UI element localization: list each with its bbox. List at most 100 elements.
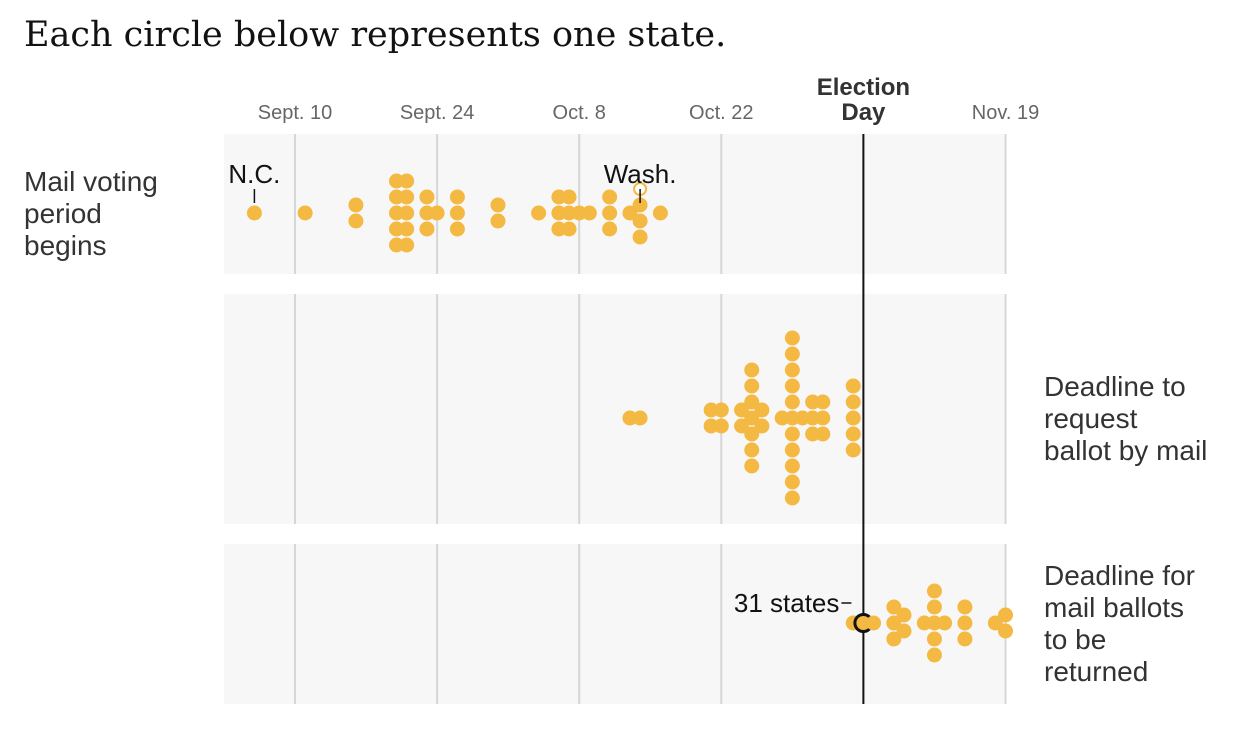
annotation-label: Wash. xyxy=(604,159,677,189)
state-dot xyxy=(348,213,364,229)
state-dot xyxy=(561,221,577,237)
state-dot xyxy=(957,631,973,647)
state-dot xyxy=(744,442,760,458)
row-label-line: mail ballots xyxy=(1044,592,1184,623)
state-dot xyxy=(490,197,506,213)
state-dot xyxy=(754,418,770,434)
state-dot xyxy=(896,623,912,639)
state-dot xyxy=(886,615,902,631)
state-dot xyxy=(348,197,364,213)
annotation-label: 31 states xyxy=(734,588,840,618)
row-label-line: period xyxy=(24,198,102,229)
state-dot xyxy=(490,213,506,229)
x-axis: Election Day Sept. 10 Sept. 24 Oct. 8 Oct. … xyxy=(258,74,1039,126)
state-dot xyxy=(744,394,760,410)
annotation-label: N.C. xyxy=(228,159,280,189)
state-dot xyxy=(581,205,597,221)
state-dot xyxy=(998,623,1013,639)
state-dot xyxy=(815,394,831,410)
state-dot xyxy=(926,599,942,615)
row-panel xyxy=(224,294,1004,524)
state-dot xyxy=(784,442,800,458)
state-dot xyxy=(845,426,861,442)
state-dot xyxy=(399,189,415,205)
row-label-line: returned xyxy=(1044,656,1148,687)
state-dot xyxy=(734,402,750,418)
state-dot xyxy=(561,189,577,205)
state-dots xyxy=(246,173,1013,663)
state-dot xyxy=(602,205,618,221)
state-dot xyxy=(399,237,415,253)
state-dot xyxy=(632,410,648,426)
panels xyxy=(224,134,1004,704)
election-day-label-line2: Day xyxy=(841,99,886,126)
state-dot xyxy=(632,213,648,229)
state-dot xyxy=(744,378,760,394)
state-dot xyxy=(866,615,882,631)
state-dot xyxy=(926,647,942,663)
state-dot xyxy=(632,197,648,213)
state-dot xyxy=(399,221,415,237)
row-label-line: Deadline to xyxy=(1044,371,1186,402)
state-dot xyxy=(987,615,1003,631)
state-dot xyxy=(531,205,547,221)
row-label-line: request xyxy=(1044,403,1138,434)
state-dot xyxy=(784,426,800,442)
state-dot xyxy=(784,458,800,474)
state-dot xyxy=(784,346,800,362)
state-dot xyxy=(886,599,902,615)
state-dot xyxy=(744,410,760,426)
x-tick-label: Oct. 22 xyxy=(689,102,753,124)
state-dot xyxy=(246,205,262,221)
row-label-line: Mail voting xyxy=(24,166,158,197)
state-dot xyxy=(602,189,618,205)
state-dot xyxy=(815,410,831,426)
state-dot xyxy=(784,490,800,506)
row-label-line: ballot by mail xyxy=(1044,435,1207,466)
state-dot xyxy=(734,418,750,434)
state-dot xyxy=(399,173,415,189)
state-dot xyxy=(713,418,729,434)
state-dot xyxy=(744,458,760,474)
state-dot xyxy=(937,615,953,631)
chart-title: Each circle below represents one state. xyxy=(24,15,726,55)
row-label-line: to be xyxy=(1044,624,1106,655)
row-label-line: begins xyxy=(24,230,107,261)
state-dot xyxy=(713,402,729,418)
state-dot xyxy=(399,205,415,221)
state-dot xyxy=(784,378,800,394)
state-dot xyxy=(429,205,445,221)
state-dot xyxy=(815,426,831,442)
state-dot xyxy=(632,229,648,245)
state-dot xyxy=(784,474,800,490)
state-dot xyxy=(297,205,313,221)
annotations: N.C. Wash. 31 states xyxy=(228,159,852,618)
row-label-line: Deadline for xyxy=(1044,560,1195,591)
state-dot xyxy=(957,615,973,631)
state-dot xyxy=(419,189,435,205)
state-dot xyxy=(845,410,861,426)
election-day-label-line1: Election xyxy=(817,74,910,101)
state-dot xyxy=(926,631,942,647)
state-dot xyxy=(744,362,760,378)
state-dot xyxy=(845,394,861,410)
state-dot xyxy=(896,607,912,623)
state-dot xyxy=(744,426,760,442)
state-dot xyxy=(449,189,465,205)
state-dot xyxy=(784,330,800,346)
state-dot xyxy=(622,205,638,221)
state-dot xyxy=(652,205,668,221)
state-dot xyxy=(419,221,435,237)
state-dot xyxy=(449,205,465,221)
x-tick-label: Sept. 24 xyxy=(400,102,475,124)
state-dot xyxy=(784,362,800,378)
x-tick-label: Sept. 10 xyxy=(258,102,333,124)
row-panel xyxy=(224,134,1004,274)
state-dot xyxy=(886,631,902,647)
state-dot xyxy=(845,378,861,394)
state-dot xyxy=(998,607,1013,623)
state-dot xyxy=(602,221,618,237)
state-dot xyxy=(845,442,861,458)
